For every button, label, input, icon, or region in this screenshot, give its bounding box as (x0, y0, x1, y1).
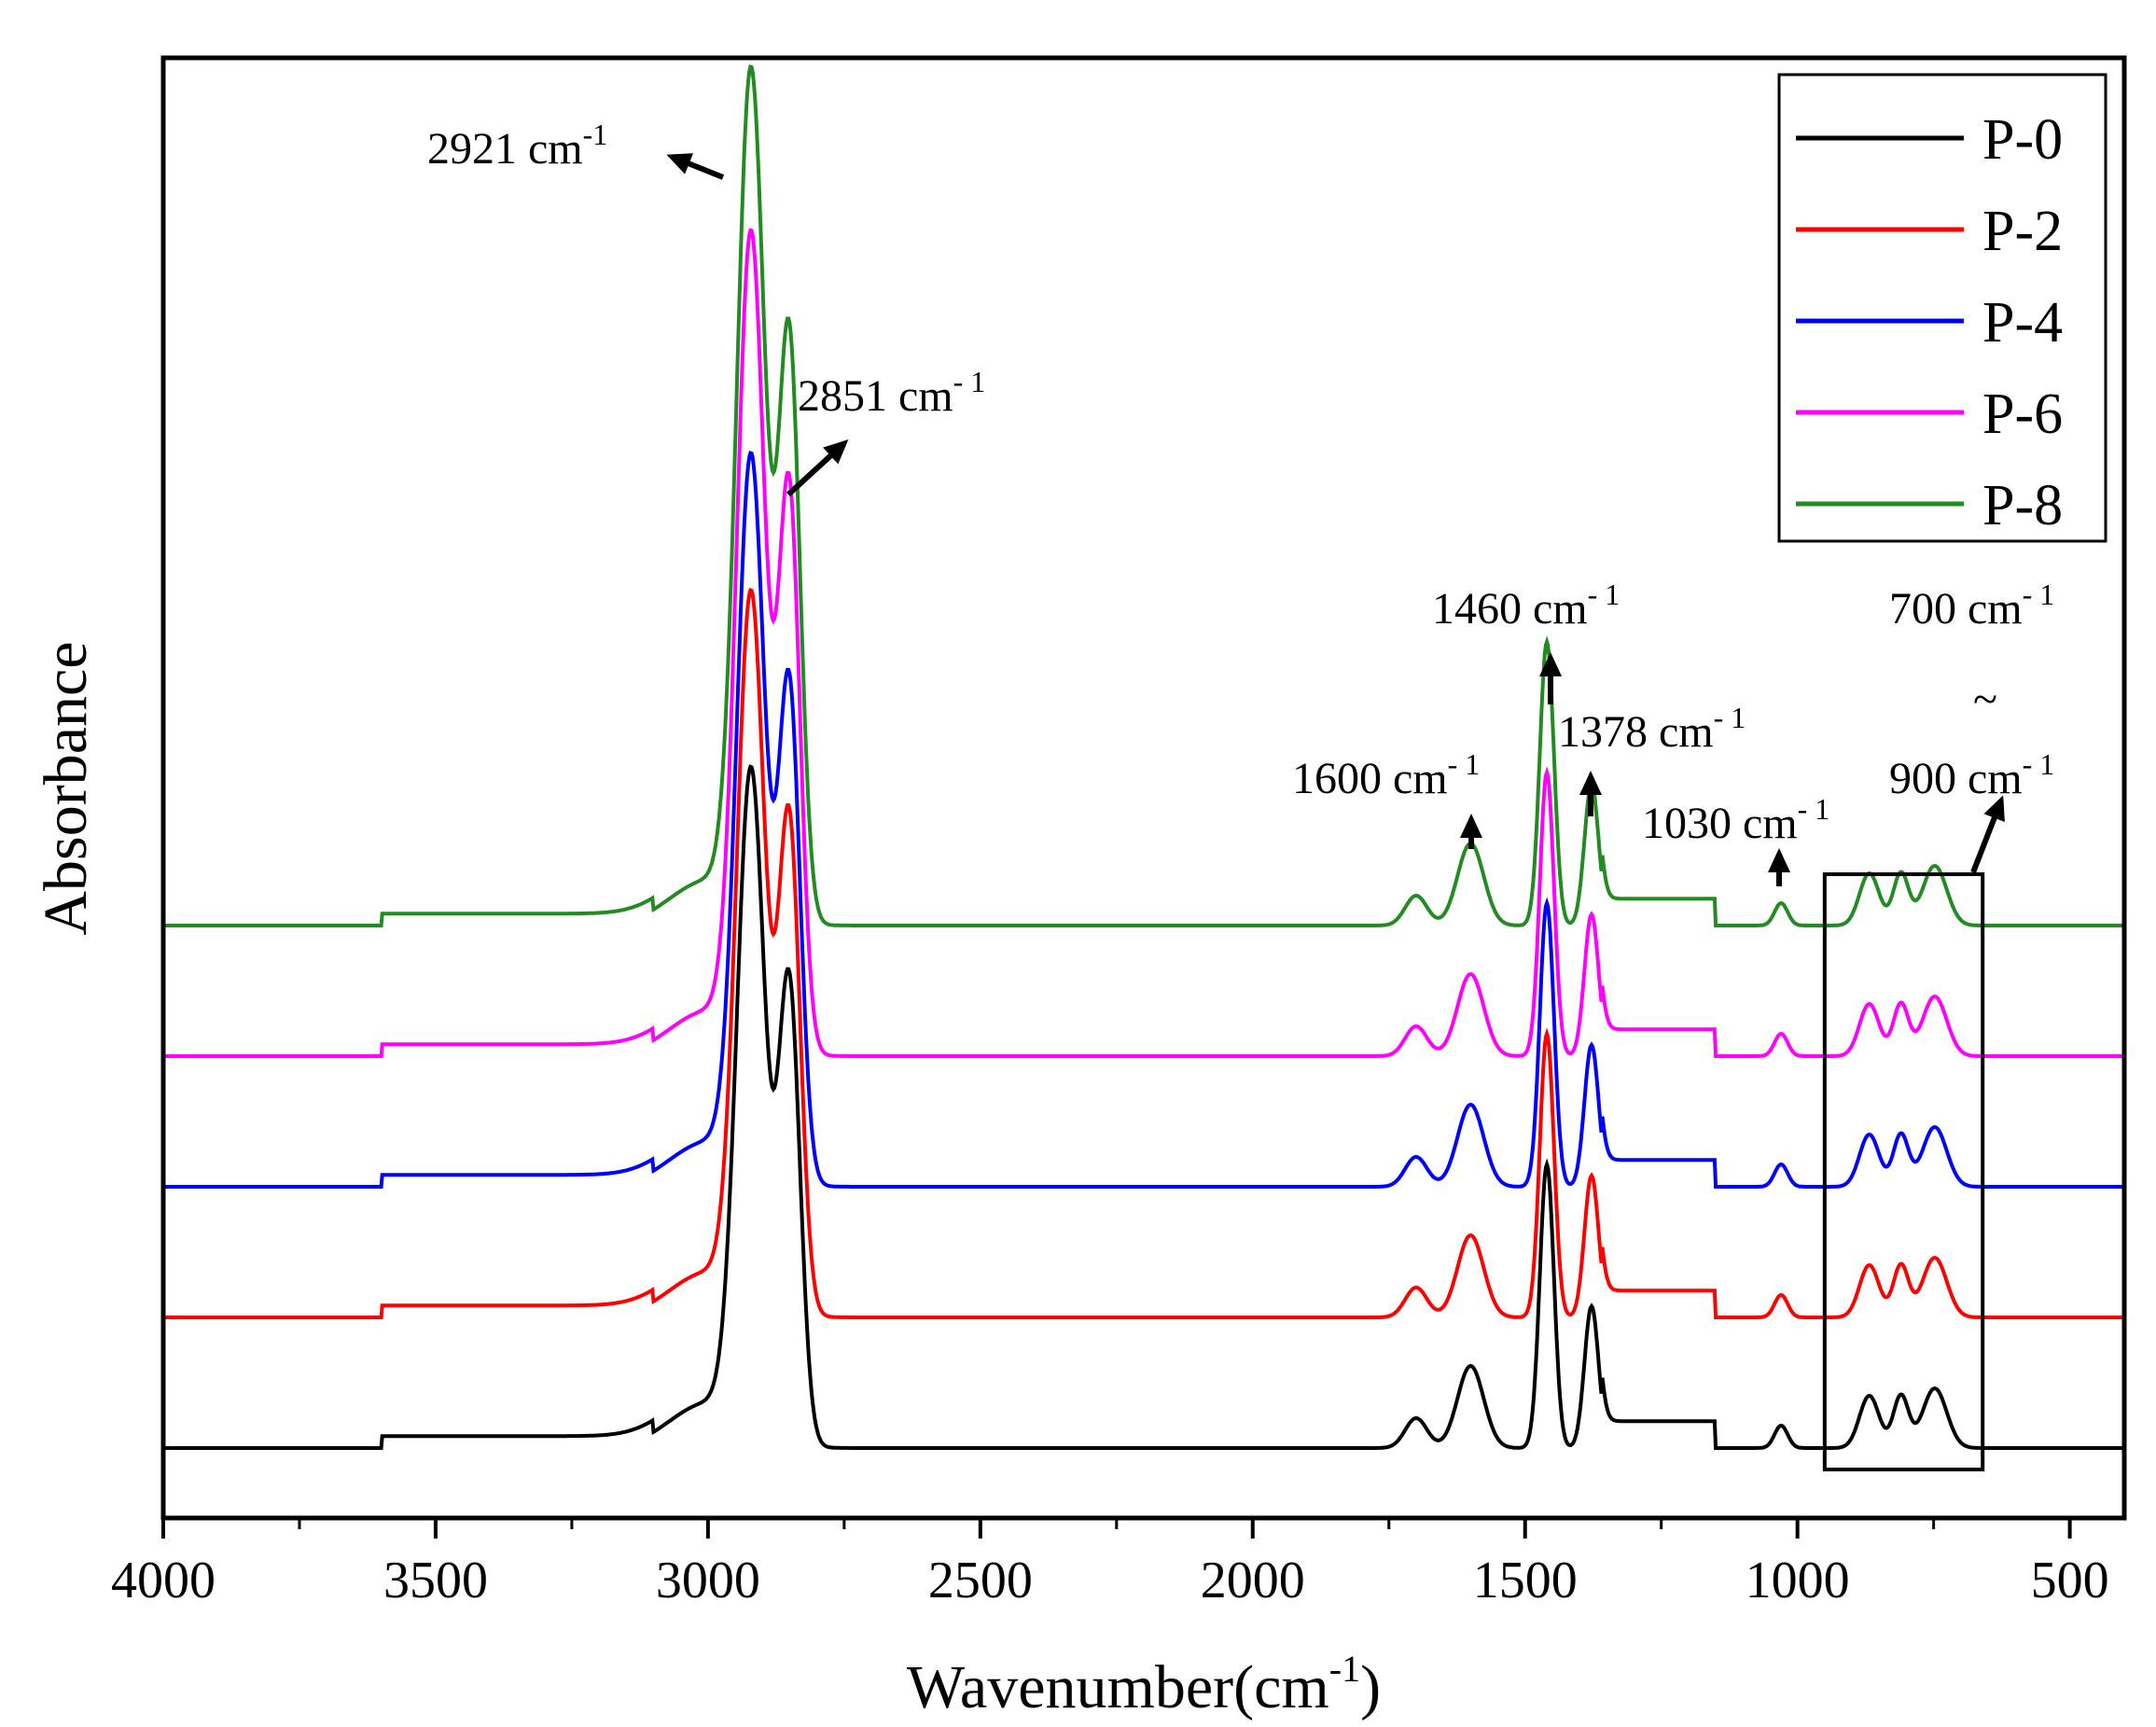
x-tick-label-4000: 4000 (111, 1552, 216, 1609)
legend-label-p-0: P-0 (1982, 108, 2063, 172)
plot-frame (160, 55, 2127, 1521)
annotation-1030: 1030 cm- 1 (1642, 792, 1829, 848)
annotation-arrow-1460 (1539, 652, 1562, 704)
annotation-arrow-2851 (786, 439, 849, 497)
annotation-2851: 2851 cm- 1 (798, 365, 985, 421)
x-tick-label-500: 500 (2031, 1552, 2109, 1609)
annotation-700: 700 cm- 1 (1889, 578, 2054, 634)
annotation-arrow-1600 (1460, 814, 1482, 849)
series-line-p-8 (163, 64, 2124, 927)
legend: P-0 P-2 P-4 P-6 P-8 (1777, 73, 2107, 543)
annotation-arrow-1030 (1768, 848, 1790, 886)
y-axis-title: Absorbance (32, 641, 100, 935)
legend-label-p-4: P-4 (1982, 291, 2063, 355)
legend-label-p-6: P-6 (1982, 383, 2063, 446)
x-tick-label-1000: 1000 (1746, 1552, 1850, 1609)
series-line-p-6 (163, 228, 2124, 1058)
legend-label-p-2: P-2 (1982, 200, 2063, 263)
legend-label-p-8: P-8 (1982, 474, 2063, 537)
x-tick-label-1500: 1500 (1473, 1552, 1578, 1609)
x-tick-label-3000: 3000 (656, 1552, 760, 1609)
x-tick-label-3500: 3500 (383, 1552, 488, 1609)
annotation-1460: 1460 cm- 1 (1432, 578, 1620, 634)
x-tick-label-2000: 2000 (1201, 1552, 1305, 1609)
series-line-p-4 (163, 450, 2124, 1189)
annotation-1378: 1378 cm- 1 (1558, 701, 1746, 757)
series-line-p-2 (163, 587, 2124, 1319)
annotation-arrow-900 (1970, 795, 2005, 874)
annotation-900: 900 cm- 1 (1889, 747, 2054, 803)
x-tick-label-2500: 2500 (928, 1552, 1033, 1609)
series-layer (163, 64, 2124, 1450)
annotation-arrow-1378 (1579, 771, 1602, 816)
annotation-tilde: ~ (1973, 675, 1997, 724)
series-line-p-0 (163, 764, 2124, 1450)
annotation-2921: 2921 cm-1 (427, 118, 607, 174)
annotations: 2921 cm-1 2851 cm- 1 1460 cm- 1 1378 cm- 1 1… (427, 118, 2054, 886)
highlight-box (1822, 872, 1985, 1471)
annotation-arrow-2921 (666, 153, 725, 180)
x-axis-title: Wavenumber(cm-1) (907, 1648, 1381, 1721)
x-axis-ticks: 4000 3500 3000 2500 2000 1500 1000 500 (111, 1518, 2109, 1609)
legend-frame (1777, 73, 2107, 543)
annotation-1600: 1600 cm- 1 (1292, 747, 1480, 803)
